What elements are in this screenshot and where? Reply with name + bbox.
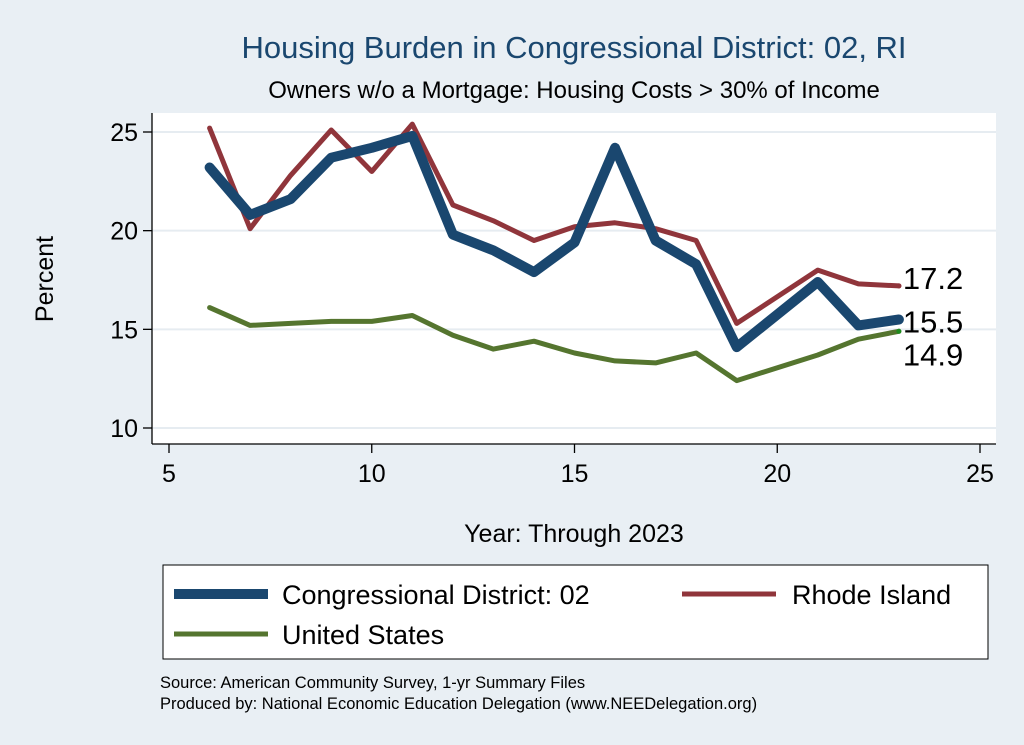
produced-by-note: Produced by: National Economic Education…: [160, 695, 757, 713]
end-value-label: 15.5: [903, 304, 963, 339]
y-tick-label: 10: [110, 415, 138, 443]
legend-box: [162, 564, 989, 660]
y-axis-title: Percent: [31, 236, 59, 322]
end-value-label: 14.9: [903, 337, 963, 372]
x-tick-label: 20: [763, 460, 791, 488]
legend-label: Rhode Island: [792, 580, 951, 610]
chart-title: Housing Burden in Congressional District…: [241, 30, 906, 65]
y-tick-label: 25: [110, 119, 138, 147]
legend-label: Congressional District: 02: [282, 580, 590, 610]
x-tick-label: 5: [162, 460, 176, 488]
source-note: Source: American Community Survey, 1-yr …: [160, 674, 585, 692]
grid-lines: [152, 131, 996, 429]
end-point-marker: [896, 328, 902, 334]
legend-label: United States: [282, 620, 444, 650]
legend: Congressional District: 02 Rhode Island Un…: [162, 564, 989, 660]
end-value-label: 17.2: [903, 261, 963, 296]
x-axis-title: Year: Through 2023: [464, 520, 684, 548]
end-labels: 15.5 17.2 14.9: [896, 261, 963, 372]
series-lines: [204, 121, 904, 384]
x-tick-label: 10: [358, 460, 386, 488]
y-tick-label: 15: [110, 316, 138, 344]
end-point-marker: [896, 283, 902, 289]
legend-items: Congressional District: 02 Rhode Island Un…: [174, 580, 951, 650]
plot-area: [152, 113, 996, 444]
x-axis: 5 10 15 20 25: [152, 443, 996, 488]
series-line-rhode-island: [207, 121, 902, 326]
x-tick-label: 15: [561, 460, 589, 488]
chart-subtitle: Owners w/o a Mortgage: Housing Costs > 3…: [268, 77, 880, 104]
y-tick-label: 20: [110, 218, 138, 246]
end-point-marker: [896, 316, 902, 322]
x-tick-label: 25: [966, 460, 994, 488]
series-line-congressional-district-02: [204, 130, 904, 353]
y-axis: 10 15 20 25: [110, 113, 153, 444]
series-line-united-states: [207, 305, 902, 384]
